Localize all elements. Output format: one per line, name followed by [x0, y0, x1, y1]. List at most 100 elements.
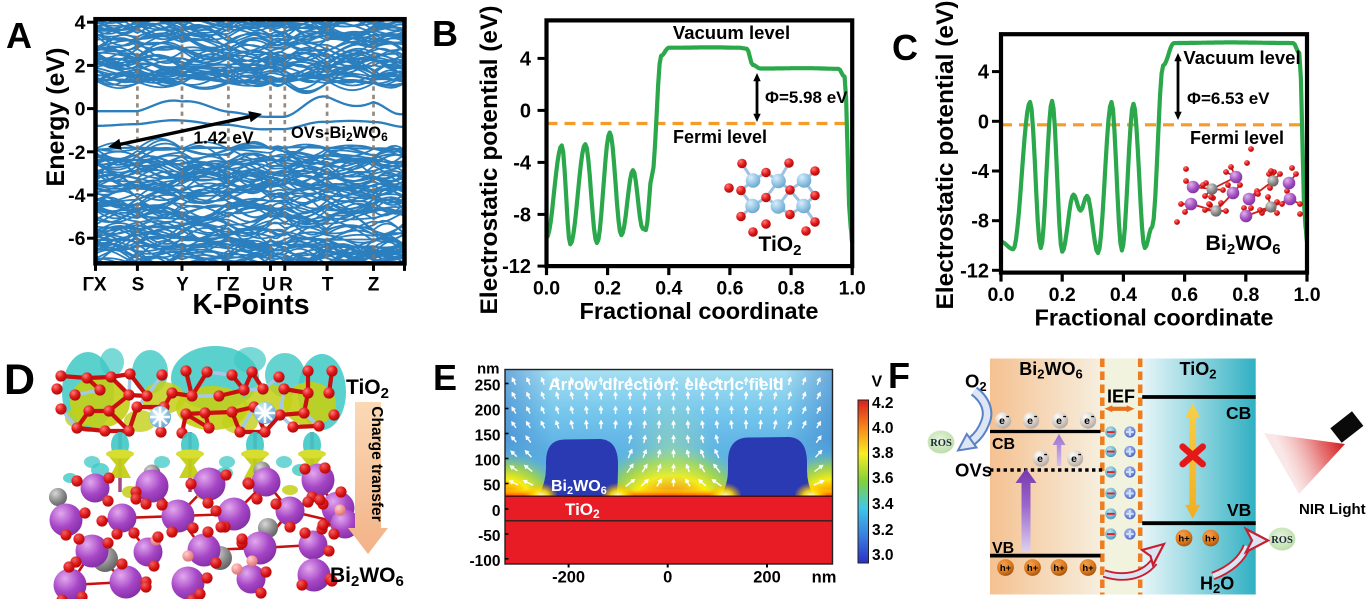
svg-text:0: 0: [663, 569, 672, 587]
svg-text:IEF: IEF: [1107, 386, 1135, 406]
svg-text:OVs: OVs: [955, 460, 992, 481]
svg-text:0.2: 0.2: [1049, 284, 1076, 306]
svg-text:0.8: 0.8: [1232, 284, 1259, 306]
svg-text:TiO2: TiO2: [346, 376, 389, 402]
svg-text:-50: -50: [478, 528, 500, 545]
svg-text:Fractional coordinate: Fractional coordinate: [1035, 305, 1274, 331]
svg-text:Vacuum level: Vacuum level: [673, 22, 790, 43]
svg-text:h+: h+: [1082, 563, 1094, 574]
svg-text:0.0: 0.0: [987, 284, 1014, 306]
svg-text:0.4: 0.4: [655, 278, 682, 300]
svg-text:Fermi level: Fermi level: [673, 127, 767, 147]
svg-text:ΓX: ΓX: [82, 274, 106, 295]
svg-text:1.0: 1.0: [1293, 284, 1320, 306]
svg-text:0.6: 0.6: [1171, 284, 1198, 306]
svg-text:4: 4: [75, 12, 86, 34]
svg-text:Vacuum level: Vacuum level: [1183, 47, 1300, 68]
svg-text:0.4: 0.4: [1110, 284, 1137, 306]
svg-text:0: 0: [520, 100, 531, 122]
svg-text:ROS: ROS: [930, 438, 952, 449]
svg-text:4.2: 4.2: [872, 395, 894, 412]
svg-text:-2: -2: [68, 142, 85, 164]
svg-text:3.4: 3.4: [872, 496, 894, 513]
svg-text:h+: h+: [1205, 534, 1217, 545]
svg-text:e: e: [1071, 453, 1077, 465]
svg-text:0.6: 0.6: [716, 278, 743, 300]
svg-text:-6: -6: [68, 228, 85, 250]
svg-text:3.6: 3.6: [872, 470, 894, 487]
svg-text:0.0: 0.0: [533, 278, 560, 300]
svg-text:-100: -100: [469, 553, 500, 570]
svg-text:V: V: [872, 374, 883, 391]
svg-text:E: E: [433, 357, 457, 398]
svg-text:-4: -4: [68, 185, 85, 207]
svg-text:-200: -200: [552, 569, 585, 587]
svg-text:4: 4: [978, 62, 990, 84]
svg-text:Fermi level: Fermi level: [1190, 128, 1284, 148]
svg-text:0: 0: [492, 503, 501, 520]
svg-text:150: 150: [475, 428, 501, 445]
svg-text:TiO2: TiO2: [1180, 359, 1217, 382]
svg-text:S: S: [132, 274, 145, 295]
svg-text:0: 0: [75, 99, 86, 121]
svg-text:1.0: 1.0: [839, 278, 866, 300]
svg-text:TiO2: TiO2: [565, 500, 600, 521]
svg-text:B: B: [432, 13, 458, 54]
svg-text:CB: CB: [992, 436, 1015, 453]
svg-text:-4: -4: [971, 161, 990, 183]
svg-text:Φ=5.98 eV: Φ=5.98 eV: [765, 88, 848, 107]
svg-text:VB: VB: [1227, 500, 1251, 520]
svg-text:K-Points: K-Points: [192, 289, 309, 321]
svg-text:e: e: [1056, 415, 1062, 427]
svg-text:TiO2: TiO2: [759, 233, 802, 259]
svg-text:Bi2WO6: Bi2WO6: [551, 478, 607, 497]
svg-text:4: 4: [520, 48, 532, 70]
svg-text:ΓZ: ΓZ: [216, 274, 239, 295]
svg-text:200: 200: [753, 569, 781, 587]
svg-text:3.0: 3.0: [872, 547, 894, 564]
svg-text:4.0: 4.0: [872, 420, 894, 437]
svg-text:VB: VB: [992, 540, 1014, 557]
svg-text:Bi2WO6: Bi2WO6: [330, 564, 404, 590]
svg-text:CB: CB: [1226, 403, 1251, 423]
svg-text:Y: Y: [176, 274, 189, 295]
svg-text:250: 250: [475, 378, 501, 395]
svg-text:Energy (eV): Energy (eV): [42, 48, 70, 187]
svg-text:Electrostatic potential (eV): Electrostatic potential (eV): [476, 5, 503, 314]
svg-text:Φ=6.53 eV: Φ=6.53 eV: [1187, 89, 1270, 108]
svg-text:Bi2WO6: Bi2WO6: [1019, 359, 1082, 382]
svg-text:0.8: 0.8: [778, 278, 805, 300]
svg-text:Bi2WO6: Bi2WO6: [1205, 231, 1280, 258]
svg-text:-12: -12: [502, 256, 531, 278]
svg-text:h+: h+: [1027, 563, 1039, 574]
svg-text:2: 2: [75, 55, 86, 77]
svg-text:50: 50: [483, 478, 500, 495]
svg-text:A: A: [6, 15, 32, 56]
svg-text:U: U: [262, 274, 276, 295]
svg-text:e: e: [1027, 415, 1033, 427]
svg-text:R: R: [279, 274, 293, 295]
svg-text:h+: h+: [1178, 534, 1190, 545]
svg-text:200: 200: [475, 403, 501, 420]
svg-text:F: F: [888, 355, 910, 396]
svg-text:Fractional coordinate: Fractional coordinate: [580, 298, 819, 324]
svg-text:D: D: [4, 356, 35, 404]
svg-text:h+: h+: [1053, 563, 1065, 574]
svg-text:NIR Light: NIR Light: [1299, 501, 1366, 518]
svg-text:1.42 eV: 1.42 eV: [193, 128, 254, 148]
svg-text:3.8: 3.8: [872, 445, 894, 462]
svg-text:h+: h+: [1000, 563, 1012, 574]
svg-text:e: e: [1084, 415, 1090, 427]
svg-text:-8: -8: [971, 211, 989, 233]
svg-text:Arrow direction: electric fiel: Arrow direction: electric field: [548, 375, 783, 394]
svg-text:ROS: ROS: [1271, 535, 1293, 546]
svg-text:0: 0: [978, 111, 989, 133]
svg-text:0.2: 0.2: [594, 278, 621, 300]
svg-text:-12: -12: [960, 260, 989, 282]
svg-text:Electrostatic potential (eV): Electrostatic potential (eV): [932, 0, 959, 309]
svg-text:-4: -4: [513, 152, 532, 174]
svg-text:T: T: [322, 274, 334, 295]
svg-text:Z: Z: [368, 274, 380, 295]
svg-text:H2O: H2O: [1200, 574, 1234, 597]
svg-text:nm: nm: [477, 361, 500, 378]
